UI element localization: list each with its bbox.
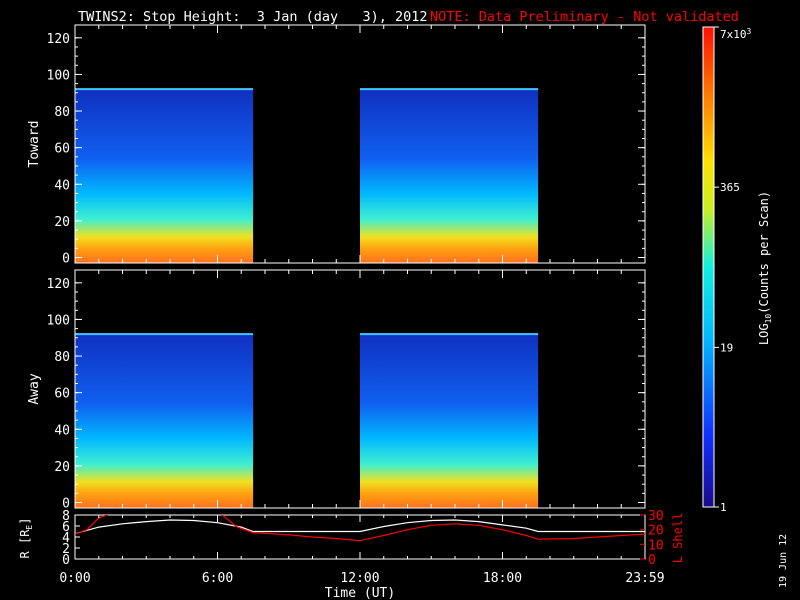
y-tick-label: 40	[54, 423, 70, 438]
y-tick-label: 60	[54, 142, 70, 157]
y-tick-label: 0	[62, 252, 70, 267]
x-tick-label: 6:00	[202, 571, 233, 586]
colorbar-tick-label: 365	[720, 181, 740, 194]
l-shell-tick-label: 0	[648, 553, 656, 568]
y-tick-label: 60	[54, 387, 70, 402]
y-tick-label: 120	[47, 32, 70, 47]
date-stamp: 19 Jun 12	[778, 534, 789, 588]
x-tick-label: 23:59	[625, 571, 664, 586]
r-tick-label: 8	[62, 509, 70, 524]
colorbar-top-label: 7x103	[720, 27, 752, 41]
preliminary-note: NOTE: Data Preliminary - Not validated	[430, 9, 739, 25]
colorbar-tick-label: 19	[720, 341, 733, 354]
r-tick-label: 6	[62, 520, 70, 535]
r-tick-label: 4	[62, 531, 70, 546]
colorbar-gradient	[702, 26, 715, 508]
toward-data-block	[360, 89, 539, 263]
l-shell-tick-label: 10	[648, 538, 664, 553]
toward-ylabel: Toward	[27, 121, 42, 168]
figure-title: TWINS2: Stop Height: 3 Jan (day 3), 2012	[78, 9, 428, 25]
l-shell-tick-label: 20	[648, 524, 664, 539]
x-tick-label: 18:00	[483, 571, 522, 586]
away-panel: 0 20 40 60 80 100 120 Away	[27, 269, 646, 512]
r-tick-label: 0	[62, 553, 70, 568]
r-axis-label: R [RE]	[18, 518, 34, 559]
colorbar-label: LOG10(Counts per Scan)	[757, 191, 773, 345]
y-tick-label: 80	[54, 105, 70, 120]
r-tick-label: 2	[62, 542, 70, 557]
l-shell-line	[75, 515, 645, 542]
radius-line	[75, 519, 645, 535]
x-tick-label: 0:00	[59, 571, 90, 586]
l-shell-axis-label: L Shell	[671, 513, 685, 564]
l-shell-tick-label: 30	[648, 509, 664, 524]
y-tick-label: 100	[47, 313, 70, 328]
x-axis-label: Time (UT)	[325, 586, 395, 600]
y-tick-label: 20	[54, 460, 70, 475]
toward-panel: 0 20 40 60 80 100 120 Toward	[27, 24, 646, 267]
away-data-block	[360, 334, 539, 508]
toward-data-block	[75, 89, 254, 263]
away-heatmap	[75, 333, 539, 508]
colorbar-tick-label: 1	[720, 501, 727, 514]
toward-heatmap	[75, 88, 539, 263]
away-data-block	[75, 334, 254, 508]
y-tick-label: 0	[62, 497, 70, 512]
y-tick-label: 20	[54, 215, 70, 230]
away-ylabel: Away	[27, 373, 42, 404]
x-tick-label: 12:00	[340, 571, 379, 586]
y-tick-label: 40	[54, 178, 70, 193]
colorbar: 1 19 365 7x103 LOG10(Counts per Scan)	[702, 26, 773, 514]
y-tick-label: 80	[54, 350, 70, 365]
y-tick-label: 100	[47, 68, 70, 83]
y-tick-label: 120	[47, 277, 70, 292]
